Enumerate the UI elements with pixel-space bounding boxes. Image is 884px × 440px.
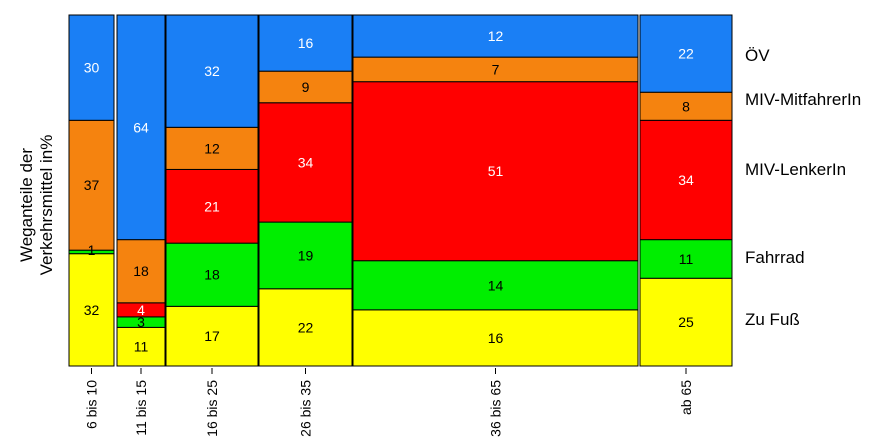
legend-item-miv-mitfahrerin: MIV-MitfahrerIn xyxy=(745,90,861,109)
segment-label-miv-lenkerin-36-bis-65: 51 xyxy=(488,163,504,179)
segment-label-öv-11-bis-15: 64 xyxy=(133,119,149,135)
legend-item-fahrrad: Fahrrad xyxy=(745,248,805,267)
x-tick-label-26-bis-35: 26 bis 35 xyxy=(298,380,314,437)
segment-fahrrad-36-bis-65 xyxy=(352,260,639,311)
y-axis-title-line-1: Weganteile der xyxy=(17,148,36,262)
segment-label-fahrrad-36-bis-65: 14 xyxy=(488,277,504,293)
segment-zu-fuß-ab-65 xyxy=(639,277,733,367)
column-26-bis-35: 22 19 34 9 16 xyxy=(258,14,353,367)
segment-miv-mitfahrerin-16-bis-25 xyxy=(165,126,259,170)
segment-öv-16-bis-25 xyxy=(165,14,259,128)
segment-label-fahrrad-11-bis-15: 3 xyxy=(137,314,145,330)
segment-öv-26-bis-35 xyxy=(258,14,353,72)
segment-zu-fuß-11-bis-15 xyxy=(116,326,166,367)
segment-öv-ab-65 xyxy=(639,14,733,93)
segment-label-öv-36-bis-65: 12 xyxy=(488,28,504,44)
segment-label-zu-fuß-ab-65: 25 xyxy=(678,314,694,330)
segment-zu-fuß-26-bis-35 xyxy=(258,288,353,367)
legend-item-öv: ÖV xyxy=(745,46,770,65)
segment-label-zu-fuß-16-bis-25: 17 xyxy=(204,328,220,344)
column-16-bis-25: 17 18 21 12 32 xyxy=(165,14,259,367)
segment-label-fahrrad-16-bis-25: 18 xyxy=(204,267,220,283)
segment-miv-mitfahrerin-36-bis-65 xyxy=(352,56,639,83)
segment-label-miv-mitfahrerin-11-bis-15: 18 xyxy=(133,263,149,279)
segment-miv-lenkerin-26-bis-35 xyxy=(258,102,353,223)
x-tick-label-16-bis-25: 16 bis 25 xyxy=(204,380,220,437)
segment-label-miv-lenkerin-16-bis-25: 21 xyxy=(204,198,220,214)
legend: ÖV MIV-MitfahrerIn MIV-LenkerIn Fahrrad Zu F… xyxy=(745,46,861,329)
x-tick-label-ab-65: ab 65 xyxy=(678,380,694,415)
segment-miv-lenkerin-16-bis-25 xyxy=(165,168,259,244)
segment-miv-mitfahrerin-11-bis-15 xyxy=(116,239,166,304)
segment-label-öv-26-bis-35: 16 xyxy=(298,35,314,51)
segment-label-miv-mitfahrerin-16-bis-25: 12 xyxy=(204,140,220,156)
segment-label-öv-ab-65: 22 xyxy=(678,46,694,62)
extra-label-6-bis-10: 1 xyxy=(88,242,96,258)
y-axis-title: Weganteile der Verkehrsmittel in% xyxy=(17,135,56,276)
segment-label-zu-fuß-36-bis-65: 16 xyxy=(488,330,504,346)
column-6-bis-10: 32 37 30 xyxy=(68,14,115,367)
segment-label-miv-mitfahrerin-26-bis-35: 9 xyxy=(302,79,310,95)
segment-label-öv-16-bis-25: 32 xyxy=(204,63,220,79)
segment-label-zu-fuß-6-bis-10: 32 xyxy=(84,302,100,318)
segment-miv-lenkerin-ab-65 xyxy=(639,119,733,241)
segment-label-miv-mitfahrerin-ab-65: 8 xyxy=(682,98,690,114)
segment-öv-11-bis-15 xyxy=(116,14,166,241)
column-ab-65: 25 11 34 8 22 xyxy=(639,14,733,367)
legend-item-miv-lenkerin: MIV-LenkerIn xyxy=(745,160,846,179)
segment-label-öv-6-bis-10: 30 xyxy=(84,60,100,76)
segment-label-miv-lenkerin-26-bis-35: 34 xyxy=(298,154,314,170)
segment-miv-lenkerin-36-bis-65 xyxy=(352,81,639,262)
segment-zu-fuß-36-bis-65 xyxy=(352,309,639,367)
segment-label-miv-mitfahrerin-6-bis-10: 37 xyxy=(84,177,100,193)
segment-label-zu-fuß-11-bis-15: 11 xyxy=(134,339,149,355)
column-11-bis-15: 11 34 18 64 xyxy=(116,14,166,367)
segment-label-fahrrad-26-bis-35: 19 xyxy=(298,247,314,263)
segment-miv-mitfahrerin-6-bis-10 xyxy=(68,119,115,251)
x-tick-label-6-bis-10: 6 bis 10 xyxy=(84,380,100,429)
segment-label-fahrrad-ab-65: 11 xyxy=(679,251,694,267)
x-tick-label-11-bis-15: 11 bis 15 xyxy=(133,380,149,436)
segment-fahrrad-ab-65 xyxy=(639,239,733,279)
mosaic-columns: 3237301134186417182112322219349161614517… xyxy=(68,14,733,367)
segment-zu-fuß-6-bis-10 xyxy=(68,253,115,367)
x-tick-label-36-bis-65: 36 bis 65 xyxy=(488,380,504,437)
y-axis-title-line-2: Verkehrsmittel in% xyxy=(37,135,56,276)
legend-item-zu-fuß: Zu Fuß xyxy=(745,310,800,329)
segment-öv-36-bis-65 xyxy=(352,14,639,58)
segment-label-miv-lenkerin-11-bis-15: 4 xyxy=(137,302,145,318)
column-36-bis-65: 16 14 51 7 12 xyxy=(352,14,639,367)
x-axis-ticks: 6 bis 10 11 bis 15 16 bis 25 26 bis 35 36 bi… xyxy=(84,368,694,437)
segment-label-miv-lenkerin-ab-65: 34 xyxy=(678,172,694,188)
segment-fahrrad-26-bis-35 xyxy=(258,221,353,290)
segment-label-zu-fuß-26-bis-35: 22 xyxy=(298,319,314,335)
segment-label-miv-mitfahrerin-36-bis-65: 7 xyxy=(492,61,500,77)
segment-öv-6-bis-10 xyxy=(68,14,115,121)
